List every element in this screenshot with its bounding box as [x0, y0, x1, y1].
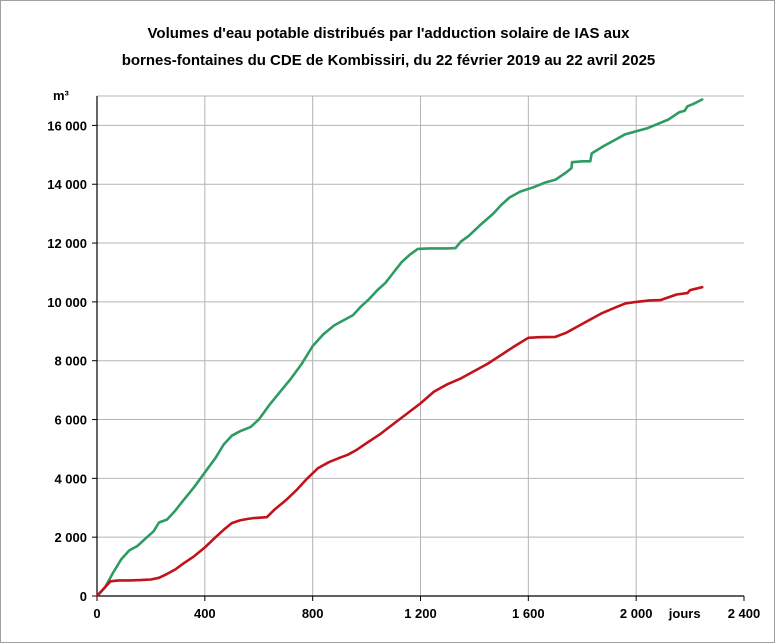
series-line-2 — [95, 285, 704, 598]
y-tick-label: 0 — [80, 589, 87, 604]
y-tick-label: 6 000 — [54, 413, 87, 428]
x-tick-label: 0 — [93, 606, 100, 621]
y-tick-label: 8 000 — [54, 354, 87, 369]
chart-title-line-2: bornes-fontaines du CDE de Kombissiri, d… — [121, 52, 656, 69]
y-tick-label: 2 000 — [54, 530, 87, 545]
y-tick-label: 14 000 — [47, 177, 87, 192]
x-tick-label: 800 — [302, 606, 324, 621]
x-tick-label: 1 200 — [404, 606, 437, 621]
x-tick-label: 400 — [194, 606, 216, 621]
y-tick-label: 12 000 — [47, 236, 87, 251]
x-tick-label: 2 000 — [620, 606, 653, 621]
series-line-1 — [95, 98, 704, 598]
x-tick-label: 1 600 — [512, 606, 545, 621]
y-tick-label: 10 000 — [47, 295, 87, 310]
x-tick-label: 2 400 — [728, 606, 761, 621]
chart-title-line-1: Volumes d'eau potable distribués par l'a… — [147, 25, 630, 42]
y-axis-label: m³ — [53, 88, 70, 103]
x-axis-label: jours — [668, 606, 701, 621]
y-tick-label: 4 000 — [54, 471, 87, 486]
y-tick-label: 16 000 — [47, 118, 87, 133]
